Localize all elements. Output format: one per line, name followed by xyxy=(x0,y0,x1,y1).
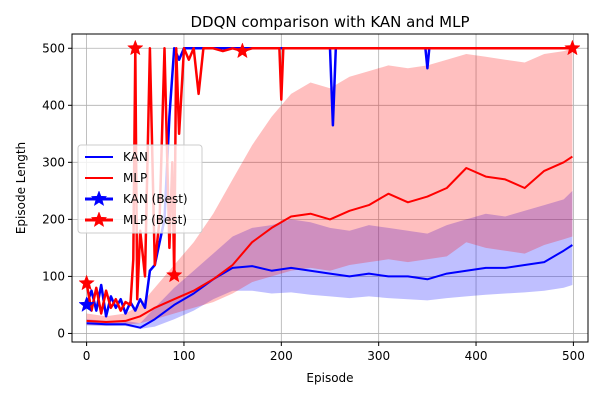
confidence-bands xyxy=(86,48,573,329)
plot-area-frame xyxy=(71,33,589,343)
legend-box xyxy=(77,144,203,234)
y-tick-label: 100 xyxy=(42,269,65,283)
y-tick-label: 400 xyxy=(42,98,65,112)
chart-title: DDQN comparison with KAN and MLP xyxy=(191,13,470,31)
y-axis-label: Episode Length xyxy=(14,142,28,234)
mlp-mean-line xyxy=(86,155,573,323)
mlp-best-star-marker xyxy=(127,39,144,56)
x-tick-label: 100 xyxy=(173,349,196,363)
series-lines xyxy=(85,47,573,329)
mlp-band xyxy=(86,48,573,326)
kan-band xyxy=(86,190,573,329)
y-tick-label: 0 xyxy=(57,326,65,340)
legend-kan-best-star-icon xyxy=(90,190,108,207)
mlp-best-star-marker xyxy=(78,274,95,291)
x-axis-label: Episode xyxy=(306,371,353,385)
kan-mean-line xyxy=(86,244,573,329)
x-tick-label: 0 xyxy=(83,349,91,363)
legend: KAN MLP KAN (Best) MLP (Best) xyxy=(77,144,203,234)
y-tick-label: 300 xyxy=(42,155,65,169)
legend-mlp-best-label: MLP (Best) xyxy=(123,213,187,227)
y-tick-label: 500 xyxy=(42,41,65,55)
x-tick-label: 200 xyxy=(270,349,293,363)
legend-kan-star-shape xyxy=(90,190,108,207)
legend-kan-label: KAN xyxy=(123,150,148,164)
mlp-best-star-marker xyxy=(234,42,251,59)
y-tick-label: 200 xyxy=(42,212,65,226)
legend-mlp-best-star-icon xyxy=(90,211,108,228)
mlp-best-star-marker xyxy=(564,39,581,56)
axis-ticks: 0 100 200 300 400 500 0 100 200 300 400 500 xyxy=(42,41,585,363)
x-tick-label: 400 xyxy=(465,349,488,363)
x-tick-label: 500 xyxy=(562,349,585,363)
series-markers xyxy=(78,39,581,312)
legend-kan-best-label: KAN (Best) xyxy=(123,192,188,206)
kan-best-star-marker xyxy=(78,296,95,312)
mlp-best-star-marker xyxy=(165,266,183,283)
x-tick-label: 300 xyxy=(367,349,390,363)
mlp-best-line xyxy=(85,47,573,315)
legend-mlp-label: MLP xyxy=(123,171,147,185)
legend-mlp-star-shape xyxy=(90,211,108,228)
